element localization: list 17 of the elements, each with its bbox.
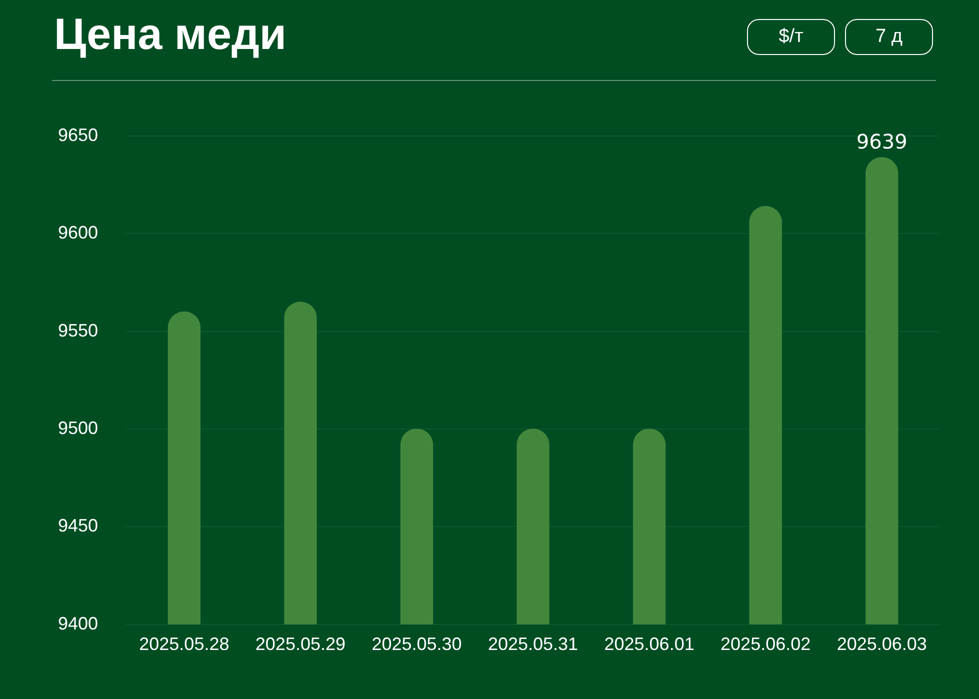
x-tick-label: 2025.05.30 [372, 634, 462, 654]
y-tick-label: 9500 [58, 418, 98, 438]
text: 7 д [845, 19, 933, 55]
x-tick-label: 2025.06.01 [604, 634, 694, 654]
chart-title: Цена меди [54, 10, 286, 60]
x-tick-label: 2025.06.02 [720, 634, 811, 654]
y-tick-label: 9550 [58, 320, 98, 340]
data-label: 9639 [856, 130, 908, 154]
y-tick-label: 9450 [58, 516, 98, 536]
y-tick-label: 9400 [58, 613, 98, 634]
x-tick-label: 2025.06.03 [836, 634, 927, 654]
x-tick-label: 2025.05.31 [488, 634, 578, 654]
y-tick-label: 9600 [58, 222, 98, 243]
x-tick-label: 2025.05.28 [139, 634, 230, 654]
x-tick-label: 2025.05.29 [255, 634, 346, 654]
text: $/т [747, 19, 835, 55]
y-tick-label: 9650 [58, 124, 98, 145]
